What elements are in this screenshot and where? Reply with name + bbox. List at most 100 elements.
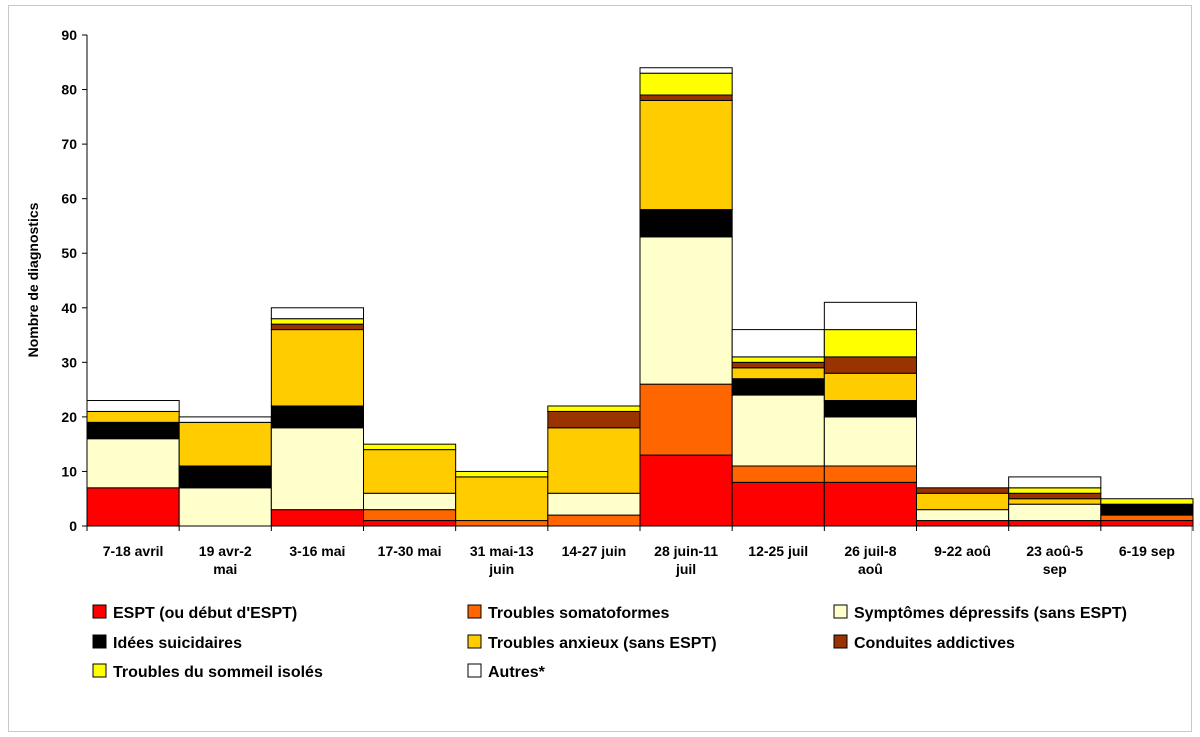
x-tick-label-line: 6-19 sep [1119,543,1175,559]
x-tick-label-line: 28 juin-11 [654,543,718,559]
y-tick-label: 30 [61,354,77,370]
bar-segment [1100,498,1194,505]
bar-segment [270,323,365,331]
x-tick-label: 31 mai-13 juin [470,543,534,577]
bar-segment [270,307,365,320]
y-axis: 0 10 20 30 40 50 60 70 80 90 [61,27,88,534]
x-tick-label: 14-27 juin [562,543,627,559]
bar-segment [86,400,180,412]
bar-segment [86,487,180,527]
bar-segment [731,329,825,358]
bar-segment [823,372,917,402]
legend-swatch [92,663,107,678]
bar-segment [455,520,549,527]
bar-segment [547,410,641,429]
bar-segment [363,449,457,494]
legend-item: Autres* [467,663,546,681]
legend-label: Autres* [488,664,546,681]
y-tick-label: 90 [61,27,77,43]
bar-segment [639,72,733,96]
legend-label: Troubles du sommeil isolés [113,664,323,681]
x-tick-label-line: 12-25 juil [748,543,808,559]
bar-segment [178,487,272,527]
x-tick-label-line: 17-30 mai [378,543,442,559]
x-tick-label-line: sep [1043,561,1067,577]
bar-segment [363,509,457,522]
legend-swatch [92,634,107,649]
bar-segment [731,356,825,363]
bar-segment [639,383,733,456]
legend-item: Idées suicidaires [92,634,242,652]
bar-segment [270,329,365,407]
x-axis: 7-18 avril 19 avr-2 mai 3-16 mai 17-30 mai 31… [86,525,1194,577]
bar-segment [270,405,365,429]
bar-segment [86,410,180,423]
y-tick-label: 10 [61,463,77,479]
bar-segment [639,209,733,238]
bar-segment [823,416,917,467]
legend-swatch [467,634,482,649]
x-tick-label-line: 31 mai-13 [470,543,534,559]
bar-segment [1008,487,1102,494]
bar-segment [823,400,917,418]
x-tick-label-line: 14-27 juin [562,543,627,559]
bar-segment [1008,498,1102,505]
bar-segment [639,94,733,101]
legend-label: Idées suicidaires [113,635,242,652]
legend-swatch [92,604,107,619]
bar-segment [823,356,917,374]
bar-segment [916,509,1010,522]
y-tick-label: 20 [61,409,77,425]
bar-segment [1100,503,1194,516]
bar-segment [270,509,365,527]
legend-label: Symptômes dépressifs (sans ESPT) [854,605,1127,622]
y-tick-label: 80 [61,82,77,98]
x-tick-label: 6-19 sep [1119,543,1175,559]
x-tick-label: 17-30 mai [378,543,442,559]
bar-segment [639,454,733,527]
legend-swatch [467,663,482,678]
bar-segment [1008,476,1102,489]
bar-segment [823,329,917,358]
y-tick-label: 40 [61,300,77,316]
bar-segment [639,99,733,211]
bar-segment [178,465,272,489]
bar-segment [1008,503,1102,522]
x-tick-label-line: mai [213,561,237,577]
legend-label: ESPT (ou début d'ESPT) [113,605,297,622]
legend-item: Symptômes dépressifs (sans ESPT) [833,604,1127,622]
bar-segment [639,67,733,74]
bar-segment [731,361,825,369]
bar-segment [547,492,641,516]
x-tick-label: 12-25 juil [748,543,808,559]
x-tick-label-line: aoû [858,561,883,577]
legend-label: Troubles anxieux (sans ESPT) [488,635,717,652]
x-tick-label-line: juin [488,561,514,577]
y-tick-label: 70 [61,136,77,152]
bar-segment [823,301,917,331]
legend-item: Troubles du sommeil isolés [92,663,323,681]
bar-segment [639,236,733,385]
bar-segment [731,394,825,467]
bar-segment [823,465,917,483]
y-tick-label: 50 [61,245,77,261]
legend-swatch [467,604,482,619]
bar-segment [270,427,365,511]
x-tick-label: 19 avr-2 mai [199,543,252,577]
legend-label: Conduites addictives [854,635,1015,652]
legend-swatch [833,634,848,649]
legend-item: Conduites addictives [833,634,1015,652]
y-axis-label: Nombre de diagnostics [25,202,41,357]
legend-item: ESPT (ou début d'ESPT) [92,604,297,622]
bar-segment [363,443,457,451]
bar-segment [1100,520,1194,527]
bar-segment [731,481,825,527]
bar-segment [455,476,549,522]
bar-segment [1100,514,1194,522]
x-tick-label: 23 aoû-5 sep [1026,543,1083,577]
legend-swatch [833,604,848,619]
bar-segment [731,378,825,396]
bar-segment [455,470,549,478]
x-tick-label-line: 23 aoû-5 [1026,543,1083,559]
